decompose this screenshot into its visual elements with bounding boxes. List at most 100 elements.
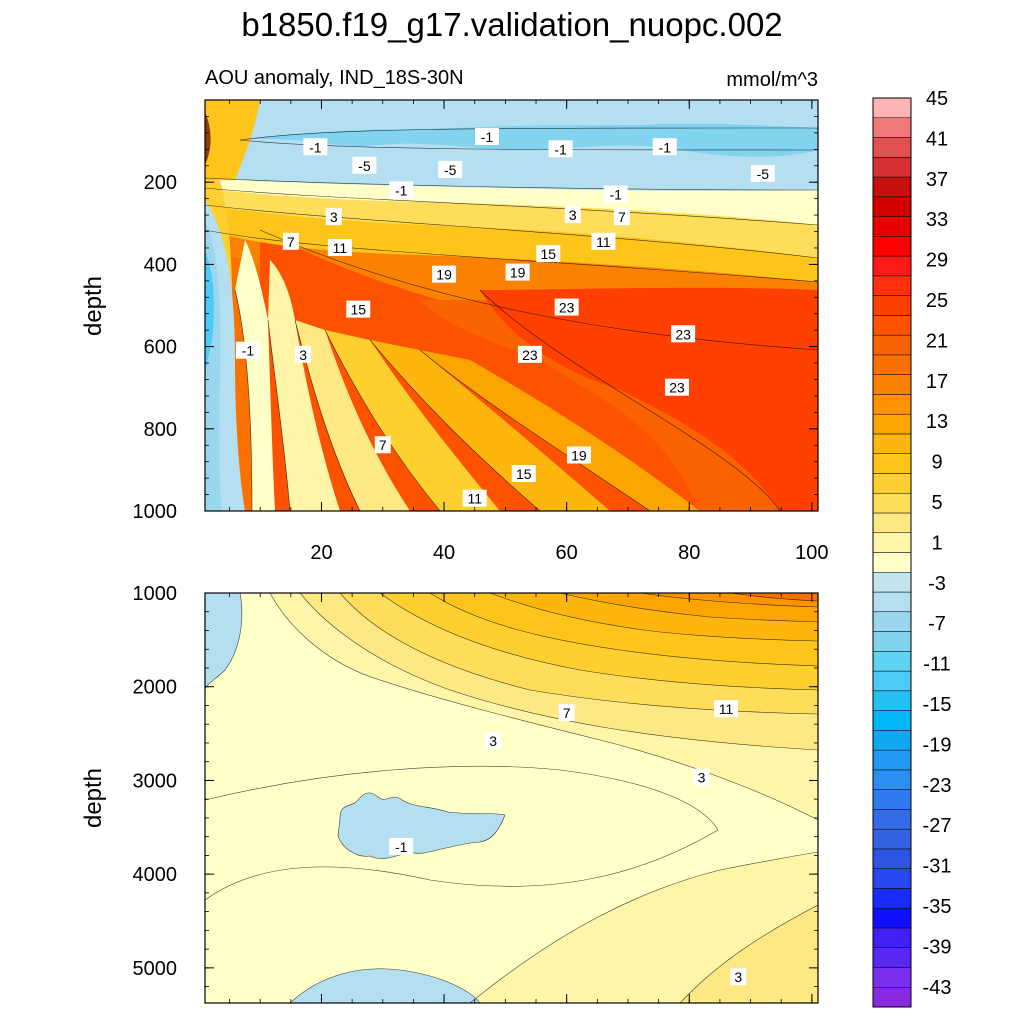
x-tick-label: 80 [678,542,700,564]
contour-label: 15 [346,300,371,318]
contour-label-bg [235,341,260,359]
colorbar-swatch [872,137,912,158]
contour-label-bg [652,138,677,156]
colorbar-swatch [872,769,912,790]
contour-label: 23 [671,325,696,343]
colorbar-swatch [872,157,912,178]
colorbar-frame [872,97,912,1008]
lower-plot-frame [204,592,819,1004]
colorbar-swatch [872,591,912,613]
y-tick-label: 200 [144,172,177,194]
contour-label-text: -1 [481,129,494,145]
upper-plot-frame [204,99,819,512]
colorbar-swatch [872,730,912,751]
contour-label-bg [665,378,690,396]
contour-label-text: 7 [287,234,295,250]
contour-label: -1 [235,341,260,359]
colorbar-label: 41 [926,128,948,150]
colorbar-swatch [872,809,912,830]
y-tick-label: 1000 [133,583,178,605]
contour-label-text: -1 [395,839,408,855]
contour-label: 7 [558,703,575,721]
contour-label-bg [511,465,536,483]
x-tick-label: 40 [433,542,455,564]
colorbar-swatch [872,631,912,652]
colorbar-swatch [872,97,912,119]
contour-label: 23 [517,345,542,363]
colorbar-swatch [872,236,912,257]
contour-label: 7 [374,436,391,454]
colorbar-label: 29 [926,250,948,272]
contour-label-bg [671,325,696,343]
contour-label-text: 15 [516,466,532,482]
upper-y-axis: 200 400 600 800 1000 [133,99,818,523]
colorbar-label: -35 [923,896,952,918]
upper-panel: -1 -1 -1 -1 -5 -5 -5 -1 -1 3 3 7 7 11 11 15 19 19 15 23 23 23… [80,99,829,564]
colorbar-swatch [872,710,912,731]
colorbar-swatch [872,512,912,533]
colorbar-swatch [872,690,912,711]
colorbar-label: -23 [923,775,952,797]
contour-label-text: 3 [299,347,307,363]
y-tick-label: 800 [144,419,177,441]
contour-label-text: 3 [330,209,338,225]
colorbar-label: 13 [926,411,948,433]
colorbar-label: -39 [923,936,952,958]
colorbar-label: -27 [923,815,952,837]
lower-y-axis-label: depth [80,768,107,828]
colorbar-swatch [872,453,912,474]
contour-label-text: 3 [734,969,742,985]
contour-label-bg [474,127,499,145]
y-tick-label: 600 [144,337,177,359]
colorbar-swatch [872,117,912,138]
colorbar-swatch [872,473,912,494]
colorbar-swatch [872,789,912,810]
contour-label: 3 [295,345,312,363]
contour-label-text: 7 [563,705,571,721]
contour-label-bg [438,160,463,178]
contour-label: 3 [325,208,342,226]
contour-label-text: 7 [379,437,387,453]
colorbar-label: -3 [928,573,946,595]
y-tick-label: 3000 [133,770,178,792]
contour-label-text: -1 [395,182,408,198]
contour-label-text: 11 [333,240,348,256]
contour-label: 3 [564,206,581,224]
contour-label-text: 23 [559,300,575,316]
colorbar-label: -19 [923,734,952,756]
contour-label: -1 [548,140,573,158]
contour-label-bg [548,140,573,158]
contour-label: -1 [474,127,499,145]
colorbar-swatch [872,848,912,869]
contour-label: -1 [303,138,328,156]
contour-label-text: 11 [719,701,734,717]
contour-label-bg [462,489,487,507]
contour-label-bg [564,206,581,224]
x-tick-label: 20 [310,542,332,564]
colorbar-swatch [872,196,912,217]
colorbar-swatch [872,967,912,988]
contour-label-text: -1 [554,141,567,157]
y-tick-label: 5000 [133,958,178,980]
upper-contour-lines [205,127,818,511]
contour-label-bg [432,265,457,283]
contour-label-bg [389,837,414,855]
contour-label-text: 7 [618,209,626,225]
contour-label-bg [325,208,342,226]
contour-label-bg [485,732,502,750]
colorbar-swatch [872,295,912,316]
contour-label-bg [303,138,328,156]
contour-label-bg [295,345,312,363]
contour-label: 11 [714,700,739,718]
y-tick-label: 4000 [133,864,178,886]
contour-label-bg [591,232,616,250]
contour-label: 19 [566,446,591,464]
upper-y-axis-label: depth [80,276,107,336]
colorbar-label: 33 [926,209,948,231]
contour-label-text: 3 [489,733,497,749]
contour-label-bg [282,232,299,250]
colorbar-swatch [872,255,912,277]
colorbar-swatch [872,927,912,948]
contour-label-bg [714,700,739,718]
